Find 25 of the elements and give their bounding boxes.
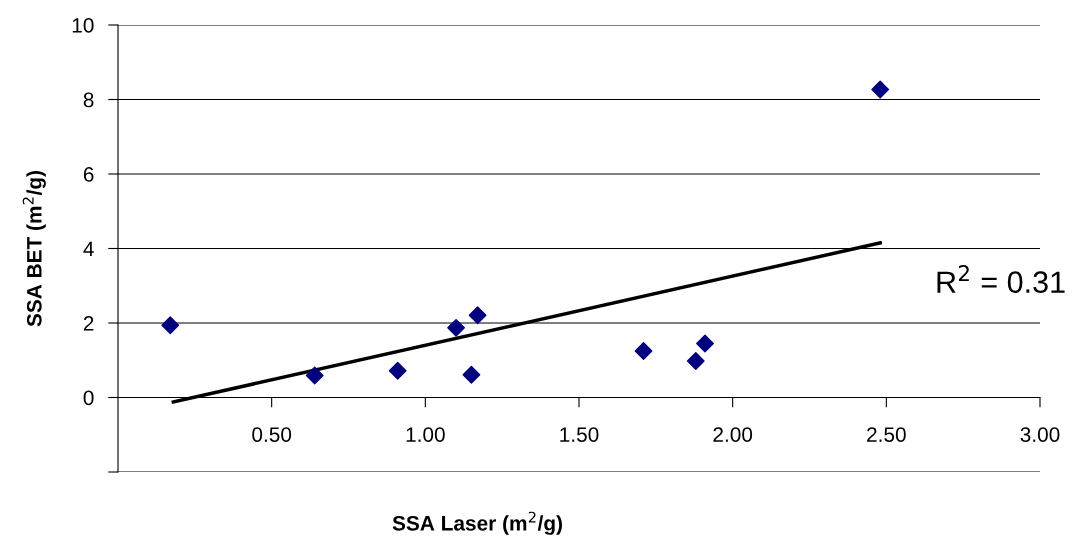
point [305,366,324,385]
x-tick-label: 2.00 [713,427,753,442]
point [871,80,890,99]
point [634,342,653,360]
point [447,318,465,337]
y-tick-label: 2 [83,316,94,331]
point [462,365,481,384]
x-tick-label: 1.00 [406,427,445,442]
x-tick-label: 3.00 [1020,427,1060,442]
annotation: R$^{2}$ = 0.31 [937,265,1065,293]
y-tick-label: 0 [83,390,94,406]
point [388,361,407,380]
y-axis-title: SSA BET (m$^{2}$/g) [22,171,46,327]
y-tick-label: 6 [83,167,94,182]
x-axis-title: SSA Laser (m$^{2}$/g) [392,511,562,535]
y-tick-label: 8 [83,92,94,108]
x-tick-label: 2.50 [867,427,906,442]
point [686,352,705,370]
point [468,306,487,325]
x-tick-label: 1.50 [560,427,599,442]
y-tick-label: 4 [83,241,94,257]
y-tick-label: 10 [72,18,94,33]
point [161,316,180,335]
x-tick-label: 0.50 [252,427,292,442]
point [696,334,714,353]
